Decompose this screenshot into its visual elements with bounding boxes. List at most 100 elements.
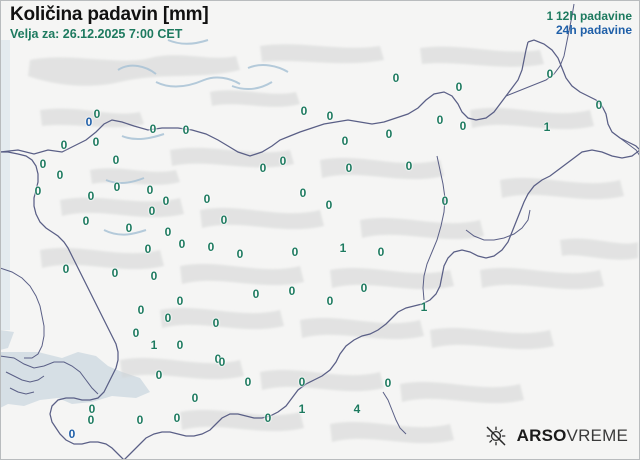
station-value-12h[interactable]: 0 [326, 109, 334, 123]
sea-outer-left [0, 330, 14, 350]
station-value-12h[interactable]: 0 [341, 134, 349, 148]
station-value-12h[interactable]: 0 [441, 194, 449, 208]
coast-bay-2 [9, 387, 35, 395]
station-value-12h[interactable]: 0 [546, 67, 554, 81]
coast-bay-1 [5, 371, 45, 383]
station-value-12h[interactable]: 0 [459, 119, 467, 133]
station-value-12h[interactable]: 0 [112, 153, 120, 167]
station-value-12h[interactable]: 0 [132, 326, 140, 340]
station-value-12h[interactable]: 0 [360, 281, 368, 295]
station-value-12h[interactable]: 0 [164, 311, 172, 325]
station-value-12h[interactable]: 0 [155, 368, 163, 382]
station-value-12h[interactable]: 1 [339, 241, 347, 255]
station-value-12h[interactable]: 0 [137, 303, 145, 317]
station-value-12h[interactable]: 0 [182, 123, 190, 137]
station-value-24h[interactable]: 0 [68, 427, 76, 441]
station-value-12h[interactable]: 0 [39, 157, 47, 171]
station-value-12h[interactable]: 0 [220, 213, 228, 227]
station-value-12h[interactable]: 0 [149, 122, 157, 136]
station-value-12h[interactable]: 0 [173, 411, 181, 425]
station-value-12h[interactable]: 1 [150, 338, 158, 352]
station-value-12h[interactable]: 0 [212, 316, 220, 330]
brand-wordmark: ARSOVREME [517, 426, 628, 446]
neighbour-border-se [611, 131, 640, 157]
station-value-12h[interactable]: 0 [191, 391, 199, 405]
station-value-12h[interactable]: 0 [325, 198, 333, 212]
station-value-12h[interactable]: 0 [125, 221, 133, 235]
station-value-12h[interactable]: 0 [288, 284, 296, 298]
station-value-12h[interactable]: 0 [34, 184, 42, 198]
station-value-12h[interactable]: 0 [60, 138, 68, 152]
station-value-12h[interactable]: 0 [345, 161, 353, 175]
valid-time-subtitle: Velja za: 26.12.2025 7:00 CET [10, 26, 183, 41]
inner-region-line-3 [382, 391, 407, 435]
station-value-12h[interactable]: 0 [299, 186, 307, 200]
station-value-12h[interactable]: 0 [405, 159, 413, 173]
station-value-12h[interactable]: 0 [384, 376, 392, 390]
station-value-24h[interactable]: 0 [85, 115, 93, 129]
rivers [103, 39, 289, 236]
station-value-12h[interactable]: 0 [207, 240, 215, 254]
station-value-12h[interactable]: 0 [326, 294, 334, 308]
legend-label-24h: 24h padavine [555, 22, 632, 37]
sea-top-left-strip [0, 40, 10, 330]
station-value-12h[interactable]: 0 [455, 80, 463, 94]
southwest-border [0, 151, 125, 460]
station-value-12h[interactable]: 0 [144, 242, 152, 256]
station-value-12h[interactable]: 0 [436, 113, 444, 127]
station-value-12h[interactable]: 0 [113, 180, 121, 194]
station-value-12h[interactable]: 0 [88, 402, 96, 416]
station-value-12h[interactable]: 0 [298, 375, 306, 389]
adriatic-sea [0, 352, 150, 408]
station-value-12h[interactable]: 0 [595, 98, 603, 112]
station-value-12h[interactable]: 0 [111, 266, 119, 280]
brand-name-strong: ARSO [516, 426, 567, 445]
eastern-border [123, 149, 640, 460]
station-value-12h[interactable]: 0 [259, 161, 267, 175]
station-value-12h[interactable]: 0 [279, 154, 287, 168]
station-value-12h[interactable]: 1 [543, 120, 551, 134]
station-value-12h[interactable]: 0 [92, 135, 100, 149]
station-value-12h[interactable]: 0 [291, 245, 299, 259]
station-value-12h[interactable]: 0 [148, 204, 156, 218]
station-value-12h[interactable]: 0 [392, 71, 400, 85]
legend-row-12h: 1 12h padavine [546, 9, 632, 24]
station-value-12h[interactable]: 0 [93, 107, 101, 121]
station-value-12h[interactable]: 0 [252, 287, 260, 301]
station-value-12h[interactable]: 0 [377, 245, 385, 259]
station-value-12h[interactable]: 0 [146, 183, 154, 197]
station-value-12h[interactable]: 0 [203, 192, 211, 206]
station-value-12h[interactable]: 0 [236, 247, 244, 261]
station-value-12h[interactable]: 0 [164, 225, 172, 239]
station-value-12h[interactable]: 0 [218, 355, 226, 369]
station-value-12h[interactable]: 0 [87, 189, 95, 203]
station-value-12h[interactable]: 0 [385, 127, 393, 141]
station-value-12h[interactable]: 0 [82, 214, 90, 228]
station-value-12h[interactable]: 0 [244, 375, 252, 389]
neighbour-border-ne [505, 3, 575, 97]
station-value-12h[interactable]: 0 [56, 168, 64, 182]
station-value-12h[interactable]: 1 [298, 402, 306, 416]
station-value-12h[interactable]: 0 [214, 352, 222, 366]
legend-sample-value: 1 [546, 11, 553, 23]
neighbour-border-nw [0, 267, 45, 359]
station-value-12h[interactable]: 0 [264, 411, 272, 425]
inner-region-line [422, 155, 446, 301]
station-value-12h[interactable]: 0 [162, 194, 170, 208]
station-value-12h[interactable]: 1 [420, 300, 428, 314]
station-value-12h[interactable]: 0 [176, 294, 184, 308]
station-value-12h[interactable]: 0 [300, 104, 308, 118]
map-header: Količina padavin [mm] Velja za: 26.12.20… [10, 4, 209, 41]
station-value-12h[interactable]: 0 [62, 262, 70, 276]
station-value-12h[interactable]: 0 [150, 269, 158, 283]
arso-vreme-logo[interactable]: ARSOVREME [484, 424, 628, 448]
station-value-12h[interactable]: 0 [87, 413, 95, 427]
station-value-12h[interactable]: 0 [178, 237, 186, 251]
legend: 1 12h padavine 24h padavine [546, 9, 632, 37]
station-value-12h[interactable]: 0 [136, 413, 144, 427]
station-value-12h[interactable]: 4 [353, 402, 361, 416]
station-value-12h[interactable]: 0 [176, 338, 184, 352]
legend-row-24h: 24h padavine [547, 22, 632, 37]
